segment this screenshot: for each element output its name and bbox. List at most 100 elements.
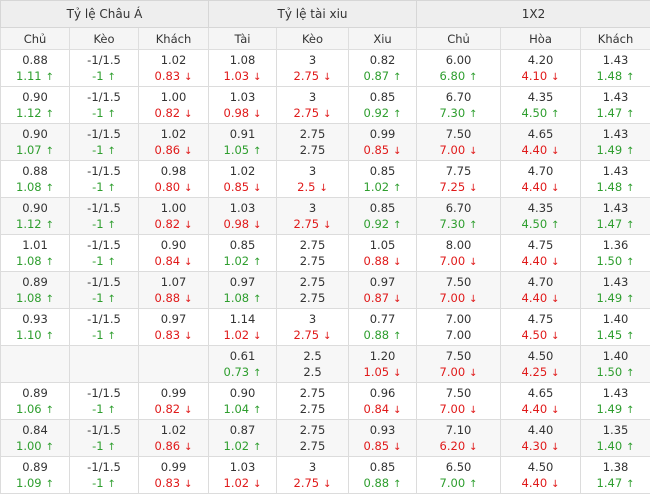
current-odds: -1 ↑: [92, 179, 116, 195]
current-odds-value: 0.88: [363, 254, 390, 268]
odds-cell: 6.00 6.80 ↑: [416, 49, 502, 87]
opening-odds: 0.88: [22, 164, 48, 178]
odds-cell: 1.14 1.02 ↓: [208, 308, 278, 346]
opening-odds: 1.35: [602, 423, 629, 437]
current-odds: 1.49 ↑: [597, 142, 635, 158]
odds-cell: 1.43 1.49 ↑: [580, 123, 650, 161]
current-odds: 1.02 ↓: [224, 475, 262, 491]
opening-odds: 1.02: [160, 127, 187, 141]
odds-cell: -1/1.5 -1 ↑: [69, 86, 139, 124]
current-odds: 0.88 ↑: [364, 327, 402, 343]
current-odds-value: 0.86: [154, 439, 181, 453]
odds-cell: 0.97 0.83 ↓: [137, 308, 210, 346]
opening-odds: 0.97: [160, 312, 187, 326]
current-odds: 4.50 ↑: [522, 216, 560, 232]
arrow-down-icon: ↓: [323, 479, 332, 490]
current-odds-value: 1.03: [223, 69, 250, 83]
current-odds: 0.83 ↓: [155, 68, 193, 84]
arrow-up-icon: ↑: [626, 220, 635, 231]
arrow-down-icon: ↓: [184, 442, 193, 453]
opening-odds: 0.84: [22, 423, 48, 437]
current-odds: 7.00 ↑: [440, 475, 478, 491]
current-odds: 1.49 ↑: [597, 290, 635, 306]
current-odds: 1.50 ↑: [597, 364, 635, 380]
current-odds: 1.00 ↑: [16, 438, 54, 454]
opening-odds: 4.50: [527, 349, 554, 363]
opening-odds: 0.90: [160, 238, 187, 252]
current-odds-value: 0.85: [363, 143, 390, 157]
current-odds-value: 1.10: [16, 328, 42, 342]
opening-odds: 7.00: [445, 312, 472, 326]
odds-cell: 1.40 1.45 ↑: [580, 308, 650, 346]
current-odds-value: 0.82: [154, 217, 181, 231]
opening-odds: 0.93: [22, 312, 48, 326]
arrow-down-icon: ↓: [393, 146, 402, 157]
arrow-up-icon: ↑: [253, 405, 262, 416]
opening-odds: 0.99: [369, 127, 396, 141]
arrow-up-icon: ↑: [393, 331, 402, 342]
current-odds-value: 1.08: [16, 291, 42, 305]
current-odds: 0.88 ↑: [364, 475, 402, 491]
arrow-up-icon: ↑: [253, 146, 262, 157]
current-odds: 4.30 ↓: [522, 438, 560, 454]
current-odds-value: 7.30: [439, 217, 466, 231]
opening-odds: 0.97: [369, 275, 396, 289]
opening-odds: 1.20: [369, 349, 396, 363]
current-odds: 1.06 ↑: [16, 401, 54, 417]
odds-cell: 0.89 1.06 ↑: [0, 382, 70, 420]
current-odds-value: 1.40: [596, 439, 623, 453]
table-row: 0.88 1.08 ↑ -1/1.5 -1 ↑ 0.98 0.80 ↓ 1.02 0.85 ↓ 3 2.5…: [0, 160, 650, 198]
current-odds: 2.75 ↓: [294, 327, 332, 343]
odds-cell: 7.50 7.00 ↓: [416, 271, 502, 309]
odds-cell: 1.00 0.82 ↓: [137, 197, 210, 235]
opening-odds: 7.75: [445, 164, 472, 178]
opening-odds: 0.61: [229, 349, 256, 363]
current-odds-value: -1: [92, 180, 104, 194]
arrow-up-icon: ↑: [626, 368, 635, 379]
current-odds-value: 4.50: [521, 328, 548, 342]
current-odds: -1 ↑: [92, 68, 116, 84]
arrow-up-icon: ↑: [393, 479, 402, 490]
odds-cell: 4.40 4.30 ↓: [500, 419, 582, 457]
opening-odds: 1.08: [229, 53, 256, 67]
arrow-up-icon: ↑: [626, 405, 635, 416]
opening-odds: 7.50: [445, 127, 472, 141]
odds-cell: 3 2.75 ↓: [276, 86, 350, 124]
arrow-up-icon: ↑: [45, 146, 54, 157]
opening-odds: 0.82: [369, 53, 396, 67]
column-header: Chủ: [416, 27, 502, 50]
current-odds: -1 ↑: [92, 327, 116, 343]
opening-odds: 0.93: [369, 423, 396, 437]
current-odds: 1.47 ↑: [597, 105, 635, 121]
current-odds-value: 2.75: [299, 291, 326, 305]
arrow-up-icon: ↑: [107, 331, 116, 342]
current-odds-value: 0.88: [363, 328, 390, 342]
arrow-down-icon: ↓: [253, 72, 262, 83]
opening-odds: -1/1.5: [87, 201, 121, 215]
odds-cell: 7.10 6.20 ↓: [416, 419, 502, 457]
current-odds: 6.80 ↑: [440, 68, 478, 84]
arrow-down-icon: ↓: [323, 109, 332, 120]
odds-cell: 1.02 0.83 ↓: [137, 49, 210, 87]
odds-cell: 0.97 1.08 ↑: [208, 271, 278, 309]
odds-cell: 4.70 4.40 ↓: [500, 271, 582, 309]
odds-cell: -1/1.5 -1 ↑: [69, 271, 139, 309]
arrow-up-icon: ↑: [393, 183, 402, 194]
odds-cell: 0.61 0.73 ↑: [208, 345, 278, 383]
current-odds-value: 1.08: [16, 254, 42, 268]
current-odds-value: 2.75: [293, 328, 320, 342]
arrow-up-icon: ↑: [45, 405, 54, 416]
current-odds-value: 6.80: [439, 69, 466, 83]
arrow-up-icon: ↑: [45, 183, 54, 194]
arrow-up-icon: ↑: [107, 183, 116, 194]
current-odds: 0.83 ↓: [155, 475, 193, 491]
arrow-down-icon: ↓: [253, 331, 262, 342]
opening-odds: 1.43: [602, 201, 629, 215]
odds-cell: 0.85 1.02 ↑: [208, 234, 278, 272]
opening-odds: -1/1.5: [87, 127, 121, 141]
opening-odds: 0.89: [22, 386, 48, 400]
arrow-down-icon: ↓: [184, 405, 193, 416]
odds-cell: 3 2.75 ↓: [276, 197, 350, 235]
odds-cell: 0.99 0.85 ↓: [348, 123, 418, 161]
